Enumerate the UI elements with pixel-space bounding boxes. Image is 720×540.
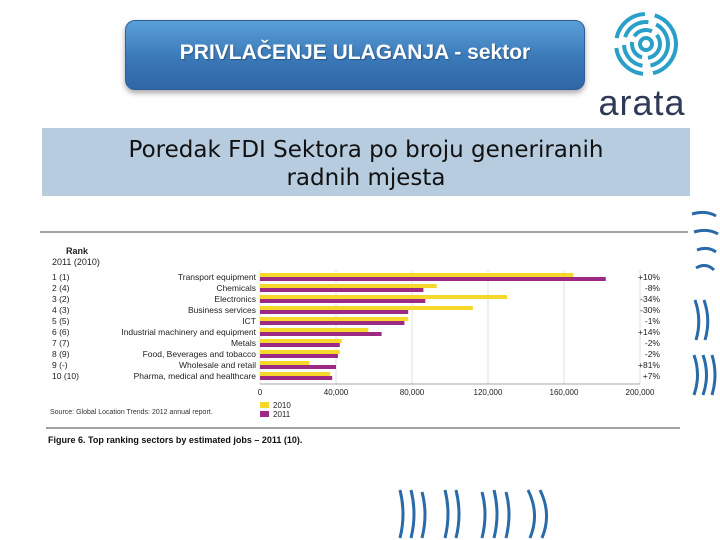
source-note: Source: Global Location Trends: 2012 ann…: [50, 409, 213, 416]
bar-2011: [260, 310, 409, 314]
change-label: -30%: [640, 305, 660, 315]
bar-2010: [260, 339, 342, 343]
change-label: -34%: [640, 294, 660, 304]
category-label: Wholesale and retail: [179, 360, 256, 370]
x-tick-label: 40,000: [324, 388, 349, 397]
rank-label: 3 (2): [52, 294, 70, 304]
x-tick-label: 80,000: [400, 388, 425, 397]
rank-label: 8 (9): [52, 349, 70, 359]
bar-2010: [260, 295, 507, 299]
bar-2011: [260, 376, 333, 380]
bar-2010: [260, 328, 369, 332]
bar-2010: [260, 372, 331, 376]
rank-label: 7 (7): [52, 338, 70, 348]
rank-label: 6 (6): [52, 327, 70, 337]
rank-label: 9 (-): [52, 360, 68, 370]
rank-header: Rank: [66, 246, 89, 256]
category-label: Industrial machinery and equipment: [121, 327, 256, 337]
change-label: +14%: [638, 327, 660, 337]
legend-swatch-2010: [260, 402, 269, 408]
change-label: -8%: [645, 283, 661, 293]
bar-2010: [260, 306, 473, 310]
bar-2011: [260, 277, 606, 281]
bar-2010: [260, 273, 574, 277]
x-tick-label: 0: [258, 388, 263, 397]
change-label: -2%: [645, 338, 661, 348]
rank-header-years: 2011 (2010): [52, 257, 100, 267]
logo-rings-icon: [614, 12, 678, 76]
arata-logo: arata: [598, 6, 686, 124]
bar-2010: [260, 361, 310, 365]
bar-2010: [260, 284, 437, 288]
category-label: Electronics: [214, 294, 256, 304]
bar-2011: [260, 343, 340, 347]
subtitle-line-1: Poredak FDI Sektora po broju generiranih: [128, 137, 604, 163]
bar-2011: [260, 288, 424, 292]
legend-label-2011: 2011: [273, 410, 291, 419]
category-label: Business services: [188, 305, 256, 315]
logo-text: arata: [598, 82, 686, 123]
category-label: Food, Beverages and tobacco: [143, 349, 257, 359]
legend-label-2010: 2010: [273, 401, 291, 410]
rank-label: 10 (10): [52, 371, 79, 381]
bar-2011: [260, 332, 382, 336]
bar-2011: [260, 299, 426, 303]
x-tick-label: 160,000: [550, 388, 579, 397]
figure-caption: Figure 6. Top ranking sectors by estimat…: [48, 435, 302, 445]
rank-label: 4 (3): [52, 305, 70, 315]
change-label: -2%: [645, 349, 661, 359]
category-label: Transport equipment: [178, 272, 257, 282]
subtitle-line-2: radnih mjesta: [286, 165, 446, 191]
change-label: -1%: [645, 316, 661, 326]
change-label: +10%: [638, 272, 660, 282]
category-label: Pharma, medical and healthcare: [134, 371, 257, 381]
category-label: Chemicals: [216, 283, 256, 293]
bar-2011: [260, 365, 336, 369]
title-banner: PRIVLAČENJE ULAGANJA - sektor: [125, 20, 585, 90]
x-tick-label: 200,000: [626, 388, 655, 397]
bar-2010: [260, 317, 409, 321]
category-label: ICT: [242, 316, 256, 326]
bar-2010: [260, 350, 340, 354]
rank-label: 5 (5): [52, 316, 70, 326]
bar-2011: [260, 354, 338, 358]
chart: Rank 2011 (2010) 1 (1) Transport equipment +…: [40, 228, 688, 480]
page-title: PRIVLAČENJE ULAGANJA - sektor: [179, 41, 531, 64]
legend-swatch-2011: [260, 411, 269, 417]
x-tick-label: 120,000: [474, 388, 503, 397]
change-label: +7%: [643, 371, 661, 381]
rank-label: 2 (4): [52, 283, 70, 293]
category-label: Metals: [231, 338, 256, 348]
rank-label: 1 (1): [52, 272, 70, 282]
bar-2011: [260, 321, 405, 325]
change-label: +81%: [638, 360, 660, 370]
subtitle-band: Poredak FDI Sektora po broju generiranih…: [42, 128, 690, 196]
